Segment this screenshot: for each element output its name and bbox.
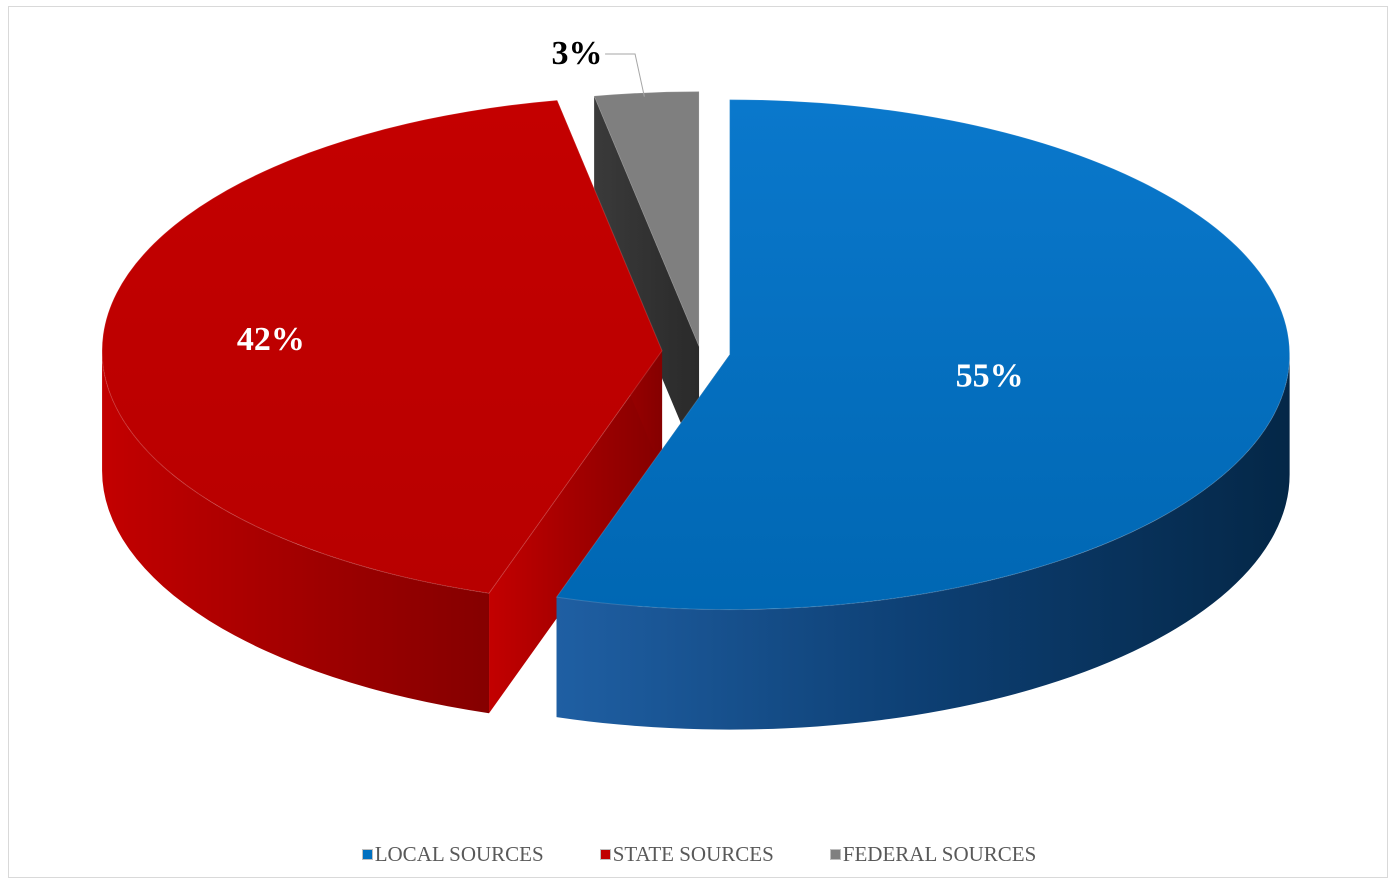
- slice-wall-federal-0: [594, 96, 700, 467]
- legend-swatch-local: [361, 848, 373, 860]
- legend-label-federal: FEDERAL SOURCES: [842, 841, 1037, 866]
- pie-slices: [101, 91, 1291, 730]
- data-label-federal: 3%: [552, 35, 603, 72]
- slice-side-local: [556, 354, 1290, 730]
- legend-item-state: STATE SOURCES: [599, 841, 774, 867]
- data-label-local: 55%: [956, 358, 1024, 395]
- data-labels: 55% 42% 3%: [237, 35, 1024, 395]
- leader-line-federal: [605, 53, 645, 97]
- legend-item-local: LOCAL SOURCES: [361, 841, 544, 867]
- slice-side-state: [102, 350, 490, 714]
- legend-swatch-state: [599, 848, 611, 860]
- legend: LOCAL SOURCES STATE SOURCES FEDERAL SOUR…: [0, 838, 1398, 870]
- legend-label-local: LOCAL SOURCES: [374, 841, 544, 866]
- legend-swatch-federal: [829, 848, 841, 860]
- legend-item-federal: FEDERAL SOURCES: [829, 841, 1037, 867]
- slice-local: [555, 99, 1291, 611]
- slice-state: [101, 99, 663, 594]
- legend-label-state: STATE SOURCES: [612, 841, 774, 866]
- data-label-state: 42%: [237, 321, 305, 358]
- slice-federal: [593, 91, 700, 347]
- slice-wall-state-0: [489, 350, 663, 714]
